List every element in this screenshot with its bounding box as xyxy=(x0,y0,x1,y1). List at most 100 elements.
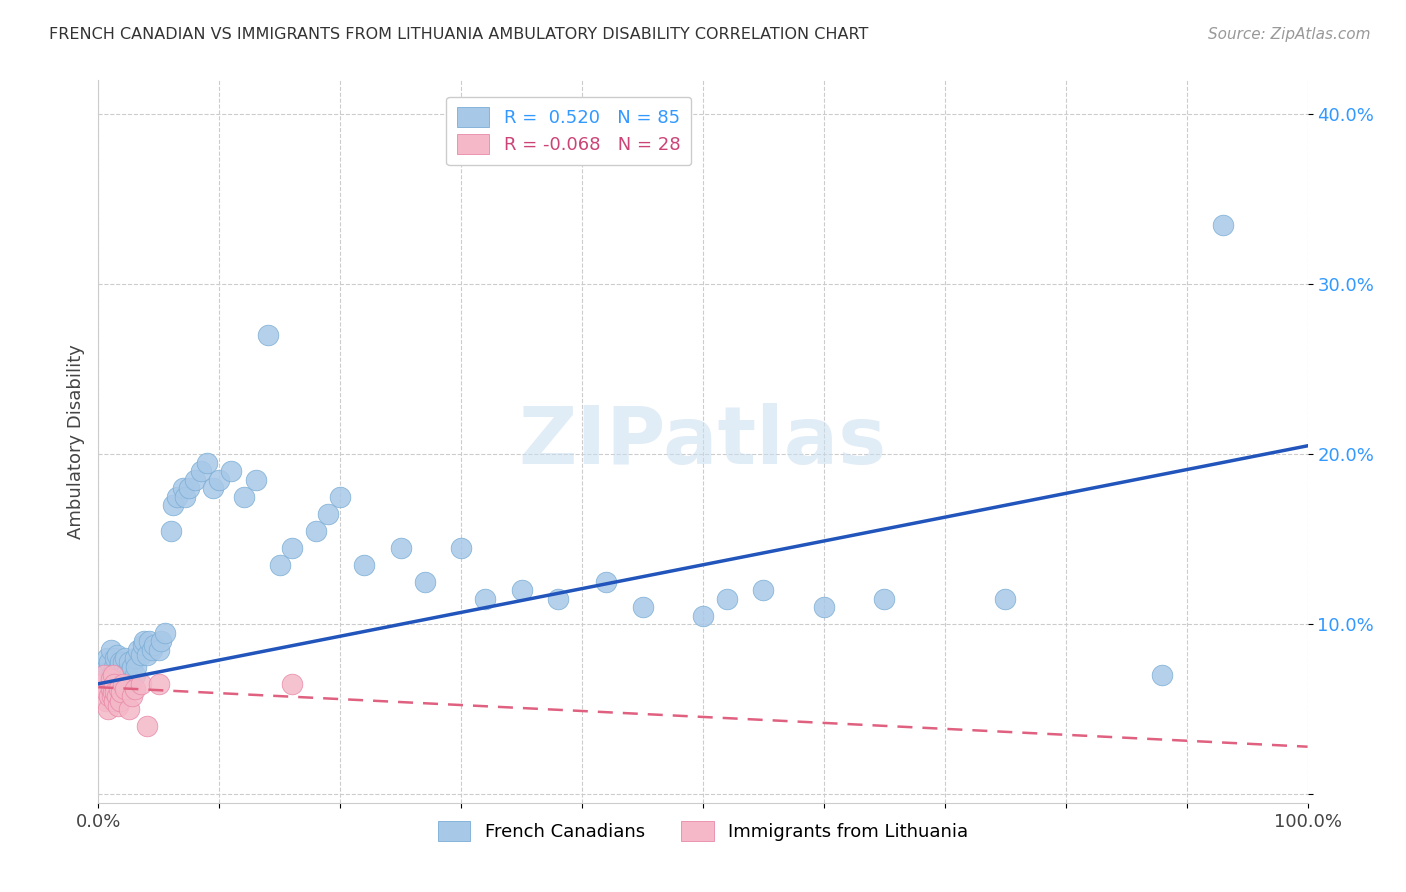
Point xyxy=(281,541,304,555)
Point xyxy=(114,651,136,665)
Point xyxy=(100,668,122,682)
Point xyxy=(256,328,278,343)
Point xyxy=(107,681,129,696)
Point xyxy=(692,608,714,623)
Point xyxy=(101,665,124,679)
Point xyxy=(143,638,166,652)
Point xyxy=(510,583,533,598)
Point xyxy=(118,655,141,669)
Point xyxy=(98,689,121,703)
Y-axis label: Ambulatory Disability: Ambulatory Disability xyxy=(66,344,84,539)
Point xyxy=(160,524,183,538)
Point xyxy=(97,702,120,716)
Point xyxy=(97,665,120,679)
Point xyxy=(547,591,569,606)
Point xyxy=(129,677,152,691)
Point xyxy=(105,668,128,682)
Point xyxy=(101,668,124,682)
Point xyxy=(141,642,163,657)
Point xyxy=(305,524,328,538)
Point xyxy=(127,642,149,657)
Point xyxy=(107,698,129,713)
Text: FRENCH CANADIAN VS IMMIGRANTS FROM LITHUANIA AMBULATORY DISABILITY CORRELATION C: FRENCH CANADIAN VS IMMIGRANTS FROM LITHU… xyxy=(49,27,869,42)
Point xyxy=(117,665,139,679)
Point xyxy=(166,490,188,504)
Point xyxy=(104,651,127,665)
Point xyxy=(111,685,134,699)
Point xyxy=(245,473,267,487)
Point xyxy=(111,672,134,686)
Point xyxy=(208,473,231,487)
Point xyxy=(190,464,212,478)
Point xyxy=(1152,668,1174,682)
Point xyxy=(108,694,131,708)
Point xyxy=(111,655,134,669)
Point xyxy=(174,490,197,504)
Point xyxy=(595,574,617,589)
Point xyxy=(873,591,896,606)
Point xyxy=(111,677,134,691)
Point xyxy=(389,541,412,555)
Point xyxy=(93,660,115,674)
Point xyxy=(813,600,835,615)
Point xyxy=(353,558,375,572)
Point xyxy=(100,677,122,691)
Point xyxy=(329,490,352,504)
Point xyxy=(103,694,125,708)
Point xyxy=(752,583,775,598)
Point xyxy=(124,668,146,682)
Point xyxy=(716,591,738,606)
Point xyxy=(114,681,136,696)
Point xyxy=(631,600,654,615)
Point xyxy=(105,648,128,662)
Point xyxy=(450,541,472,555)
Point xyxy=(132,638,155,652)
Point xyxy=(115,677,138,691)
Point xyxy=(105,689,128,703)
Point xyxy=(413,574,436,589)
Point xyxy=(108,677,131,691)
Point xyxy=(101,685,124,699)
Point xyxy=(94,694,117,708)
Point xyxy=(184,473,207,487)
Point xyxy=(135,719,157,733)
Point xyxy=(100,681,122,696)
Point xyxy=(121,689,143,703)
Point xyxy=(93,668,115,682)
Point xyxy=(118,702,141,716)
Point xyxy=(103,660,125,674)
Point xyxy=(134,634,156,648)
Point xyxy=(138,634,160,648)
Point xyxy=(162,498,184,512)
Point xyxy=(474,591,496,606)
Point xyxy=(994,591,1017,606)
Point xyxy=(118,665,141,679)
Point xyxy=(124,651,146,665)
Point xyxy=(316,507,339,521)
Point xyxy=(108,681,131,696)
Point xyxy=(118,672,141,686)
Point xyxy=(100,672,122,686)
Point xyxy=(120,677,142,691)
Point xyxy=(124,681,146,696)
Point xyxy=(179,481,201,495)
Point xyxy=(172,481,194,495)
Point xyxy=(114,668,136,682)
Point xyxy=(148,677,170,691)
Point xyxy=(96,685,118,699)
Point xyxy=(129,648,152,662)
Point xyxy=(103,677,125,691)
Point xyxy=(269,558,291,572)
Point xyxy=(100,689,122,703)
Point xyxy=(110,668,132,682)
Point xyxy=(108,655,131,669)
Point xyxy=(221,464,243,478)
Point xyxy=(103,685,125,699)
Text: ZIPatlas: ZIPatlas xyxy=(519,402,887,481)
Point xyxy=(135,648,157,662)
Point xyxy=(121,660,143,674)
Point xyxy=(202,481,225,495)
Point xyxy=(112,677,135,691)
Point xyxy=(108,660,131,674)
Point xyxy=(150,634,173,648)
